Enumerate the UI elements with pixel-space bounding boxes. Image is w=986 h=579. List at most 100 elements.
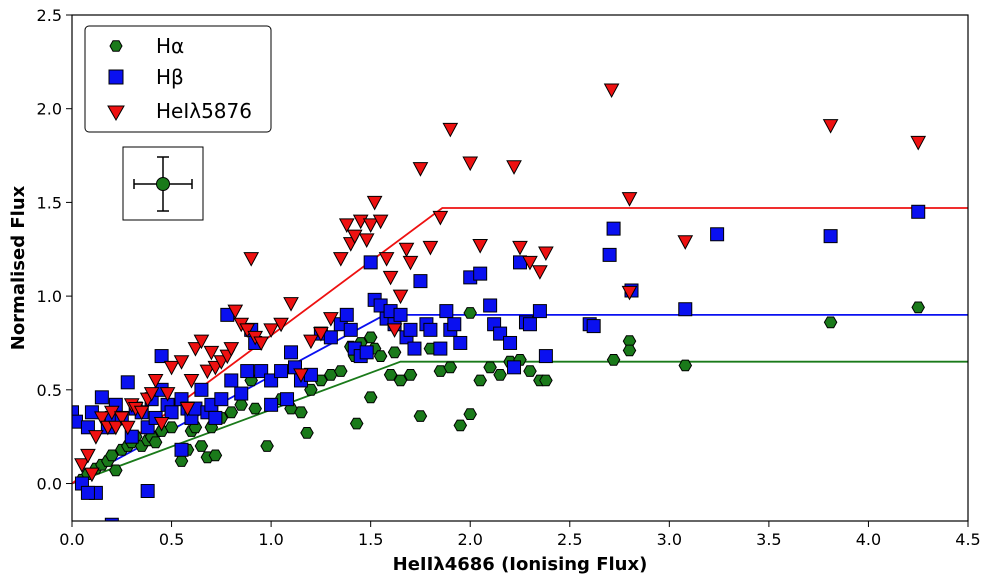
hbeta-point: [224, 373, 239, 388]
halpha-point: [539, 374, 553, 387]
hbeta-point: [120, 375, 135, 390]
legend: Hα Hβ HeIλ5876: [84, 25, 272, 133]
halpha-point: [363, 331, 378, 344]
hbeta-point: [274, 364, 289, 379]
hei-point: [338, 218, 355, 233]
hbeta-point: [413, 274, 428, 289]
hei-point: [512, 240, 528, 256]
y-tick-label: 1.0: [37, 287, 62, 306]
x-tick-label: 0.0: [59, 530, 84, 549]
halpha-point: [324, 369, 338, 381]
hei-point: [227, 304, 244, 320]
halpha-point: [105, 449, 119, 462]
legend-box: [84, 25, 272, 133]
hei-point: [910, 135, 927, 151]
x-axis: 0.0 0.5 1.0 1.5 2.0 2.5 3.0 3.5 4.0 4.5: [59, 521, 981, 549]
halpha-point: [433, 365, 448, 377]
halpha-point: [194, 440, 209, 452]
legend-label-halpha: Hα: [156, 34, 184, 58]
hbeta-point: [140, 484, 155, 499]
hbeta-point: [359, 345, 374, 360]
hbeta-point: [280, 392, 295, 407]
hei-point: [263, 323, 279, 338]
hbeta-point: [323, 330, 338, 345]
halpha-point: [387, 346, 402, 359]
halpha-point: [224, 406, 239, 419]
hbeta-point: [507, 360, 522, 375]
halpha-point: [463, 307, 477, 319]
hei-point: [293, 368, 309, 383]
hbeta-point: [72, 405, 79, 420]
hei-point: [346, 229, 363, 245]
hbeta-point: [154, 349, 169, 364]
halpha-point: [606, 354, 621, 366]
hei-point: [822, 119, 839, 134]
hei-point: [378, 252, 395, 267]
hei-point: [366, 195, 383, 211]
hbeta-point: [343, 322, 358, 337]
hei-point: [432, 210, 449, 226]
hei-point: [313, 327, 329, 342]
y-tick-label: 2.5: [37, 6, 62, 25]
x-tick-label: 1.5: [358, 530, 383, 549]
legend-label-hbeta: Hβ: [156, 65, 184, 89]
hei-point: [107, 420, 124, 436]
hbeta-point: [407, 341, 422, 356]
hbeta-point: [80, 485, 95, 500]
hbeta-point: [710, 227, 725, 242]
hbeta-point: [586, 319, 601, 334]
hbeta-point: [403, 322, 418, 337]
legend-marker-hbeta: [108, 69, 124, 85]
hei-point: [119, 420, 136, 436]
hei-point: [199, 364, 216, 380]
hei-point: [621, 192, 638, 207]
halpha-point: [678, 359, 693, 372]
halpha-point: [453, 419, 468, 432]
hei-point: [273, 317, 289, 333]
hbeta-point: [393, 307, 408, 322]
hei-point: [84, 467, 100, 483]
hei-point: [163, 360, 180, 376]
hbeta-point: [532, 304, 547, 319]
hei-point: [522, 255, 538, 271]
hei-point: [74, 458, 90, 473]
y-axis: 0.0 0.5 1.0 1.5 2.0 2.5: [37, 6, 72, 494]
x-tick-label: 3.0: [657, 530, 682, 549]
hei-point: [243, 252, 260, 267]
hbeta-point: [522, 317, 537, 332]
x-tick-label: 0.5: [159, 530, 184, 549]
hei-point: [442, 122, 459, 138]
hei-point: [323, 312, 339, 327]
hei-point: [239, 323, 256, 338]
halpha-point: [300, 427, 314, 439]
hbeta-point: [678, 302, 693, 317]
hei-point: [223, 342, 240, 357]
error-bar-marker: [156, 177, 170, 191]
halpha-point: [294, 406, 308, 419]
hei-point: [462, 156, 479, 172]
hbeta-point: [339, 307, 354, 322]
hbeta-point: [104, 517, 119, 521]
hbeta-point: [538, 349, 553, 364]
hbeta-point: [240, 364, 255, 379]
hbeta-point: [164, 405, 179, 420]
halpha-point: [373, 350, 388, 362]
hbeta-point: [363, 255, 378, 270]
halpha-point: [148, 436, 163, 449]
halpha-point: [493, 369, 507, 381]
hei-point: [203, 345, 220, 361]
hbeta-point: [433, 341, 448, 356]
hbeta-point: [194, 382, 209, 397]
hbeta-point: [447, 317, 462, 332]
y-tick-label: 2.0: [37, 100, 62, 119]
hbeta-point: [94, 390, 109, 405]
hbeta-point: [911, 204, 926, 219]
hei-point: [398, 242, 415, 258]
x-tick-label: 1.0: [258, 530, 283, 549]
legend-marker-halpha: [109, 40, 123, 52]
halpha-point: [622, 344, 637, 357]
hbeta-point: [503, 335, 518, 350]
hei-point: [506, 160, 522, 175]
hbeta-point: [264, 397, 279, 412]
